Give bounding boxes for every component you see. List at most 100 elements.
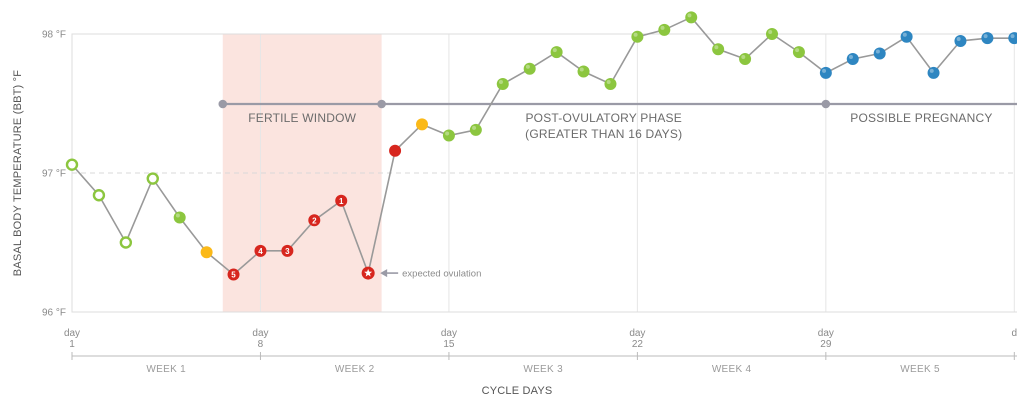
x-tick-number: 15 — [443, 339, 455, 350]
data-point — [92, 189, 106, 202]
plot-frame — [71, 33, 1017, 313]
star-icon — [364, 268, 373, 277]
week-label: WEEK 4 — [712, 364, 752, 375]
phase-boundary-dot — [377, 99, 386, 109]
phase-boundary-dot — [821, 99, 831, 109]
point-highlight — [579, 67, 584, 72]
data-point — [308, 214, 321, 227]
data-point — [254, 244, 267, 257]
x-tick-day: day — [629, 328, 645, 339]
x-tick-day: d — [1012, 328, 1017, 339]
point-highlight — [768, 30, 773, 34]
week-label: WEEK 1 — [146, 364, 186, 375]
x-tick-number: 1 — [69, 339, 75, 350]
data-point — [227, 268, 240, 281]
x-tick-day: day — [64, 328, 80, 339]
x-axis-label: CYCLE DAYS — [482, 385, 553, 397]
data-point — [712, 43, 725, 56]
countdown-label: 1 — [339, 197, 344, 206]
phase-label: (GREATER THAN 16 DAYS) — [525, 127, 682, 141]
point-highlight — [552, 48, 557, 53]
countdown-label: 4 — [258, 247, 263, 256]
point-highlight — [1010, 34, 1015, 39]
point-highlight — [822, 68, 827, 73]
annotation-text: expected ovulation — [402, 269, 481, 280]
data-point — [200, 246, 213, 259]
data-point — [685, 11, 698, 24]
phase-label: POST-OVULATORY PHASE — [525, 111, 682, 125]
point-highlight — [175, 213, 180, 218]
point-highlight — [606, 80, 611, 85]
x-tick-day: day — [818, 328, 834, 339]
x-tick-number: 29 — [820, 339, 832, 350]
y-tick-label: 97 °F — [42, 169, 66, 180]
data-point — [658, 23, 671, 36]
expected-ovulation-annotation: expected ovulation — [380, 269, 481, 280]
point-highlight — [472, 125, 477, 130]
data-point — [927, 66, 940, 79]
data-point — [766, 28, 778, 40]
point-highlight — [795, 48, 800, 53]
data-point — [846, 53, 859, 66]
data-point — [900, 30, 913, 43]
x-tick-number: 8 — [258, 339, 264, 350]
data-point — [416, 118, 428, 131]
data-point — [1008, 32, 1017, 45]
point-highlight — [875, 49, 880, 54]
phase-label: POSSIBLE PREGNANCY — [850, 111, 992, 125]
bbt-line — [71, 16, 1015, 276]
point-highlight — [714, 45, 719, 50]
phase-boundary-dot — [218, 99, 228, 109]
x-tick-day: day — [441, 328, 457, 339]
phase-label: FERTILE WINDOW — [248, 111, 356, 125]
gridlines — [71, 34, 1017, 312]
point-highlight — [525, 64, 530, 69]
annotation-arrow-head — [380, 269, 388, 278]
week-axis: WEEK 1 WEEK 2 WEEK 3 WEEK 4 WEEK 5 — [71, 352, 1017, 375]
countdown-label: 5 — [231, 270, 236, 279]
data-point — [792, 46, 805, 59]
countdown-label: 3 — [285, 247, 290, 256]
y-axis-label: BASAL BODY TEMPERATURE (BBT) °F — [12, 70, 24, 276]
y-tick-label: 98 °F — [42, 30, 66, 41]
countdown-label: 2 — [312, 216, 317, 225]
point-highlight — [498, 80, 503, 85]
y-tick-label: 96 °F — [42, 308, 66, 319]
point-highlight — [687, 13, 692, 18]
point-highlight — [445, 131, 450, 136]
point-highlight — [633, 32, 638, 37]
week-label: WEEK 2 — [335, 364, 375, 375]
data-point — [173, 211, 186, 224]
point-highlight — [741, 55, 746, 60]
data-point — [389, 144, 402, 157]
data-point — [146, 172, 159, 185]
x-tick-day: day — [252, 328, 268, 339]
data-point — [981, 32, 994, 45]
data-point — [281, 244, 294, 257]
data-point — [873, 47, 886, 60]
data-point — [335, 194, 348, 207]
week-label: WEEK 3 — [523, 364, 563, 375]
data-point — [119, 236, 133, 249]
data-point — [739, 53, 752, 66]
point-highlight — [660, 25, 665, 30]
point-highlight — [848, 55, 853, 60]
data-point — [604, 78, 617, 91]
point-highlight — [983, 34, 988, 39]
data-point — [631, 30, 644, 43]
week-label: WEEK 5 — [900, 364, 940, 375]
phase-bars: FERTILE WINDOW POST-OVULATORY PHASE (GREAT… — [218, 99, 1017, 141]
data-point — [469, 123, 482, 136]
y-axis-ticks: 98 °F 97 °F 96 °F — [42, 30, 66, 319]
data-point — [550, 46, 563, 59]
data-point — [496, 78, 509, 91]
data-point — [577, 65, 590, 78]
data-point — [442, 129, 455, 142]
point-highlight — [956, 36, 961, 41]
data-point — [65, 158, 79, 171]
data-point — [819, 66, 832, 79]
bbt-series: 5 4 3 2 1 — [65, 11, 1017, 281]
point-highlight — [902, 32, 907, 37]
